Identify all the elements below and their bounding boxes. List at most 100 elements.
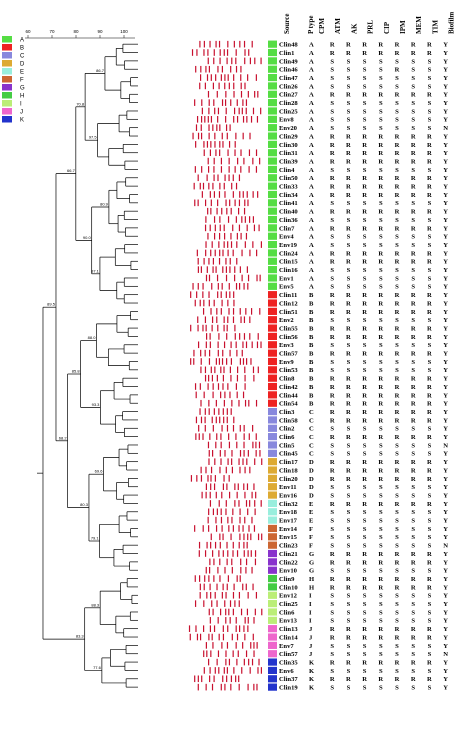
- table-row: Env14 F S S S S S S S Y: [279, 526, 448, 533]
- resistance-value: R: [362, 292, 367, 299]
- resistance-value: Y: [443, 534, 448, 541]
- resistance-value: S: [428, 100, 432, 107]
- pulsotype: D: [309, 459, 314, 466]
- resistance-value: S: [395, 234, 399, 241]
- resistance-value: R: [395, 376, 400, 383]
- pulsotype: B: [309, 351, 314, 358]
- resistance-value: S: [363, 685, 367, 692]
- resistance-value: R: [330, 42, 335, 49]
- resistance-value: S: [330, 543, 334, 550]
- resistance-value: Y: [443, 351, 448, 358]
- resistance-value: R: [427, 551, 432, 558]
- resistance-value: R: [411, 576, 416, 583]
- table-row: Env15 F S S S S S S S Y: [279, 534, 448, 541]
- resistance-value: S: [330, 284, 334, 291]
- resistance-value: R: [395, 392, 400, 399]
- resistance-value: S: [379, 317, 383, 324]
- resistance-value: S: [347, 484, 351, 491]
- resistance-value: R: [362, 576, 367, 583]
- table-row: Clin48 A R R R R R R R Y: [279, 42, 448, 49]
- resistance-value: S: [395, 367, 399, 374]
- resistance-value: S: [428, 609, 432, 616]
- table-row: Clin16 A S S S S S S S Y: [279, 267, 448, 274]
- resistance-value: R: [330, 551, 335, 558]
- resistance-value: R: [346, 392, 351, 399]
- resistance-value: R: [411, 501, 416, 508]
- node-similarity-label: 80.3: [80, 502, 89, 507]
- resistance-value: R: [411, 259, 416, 266]
- resistance-value: Y: [443, 376, 448, 383]
- column-header: CIP: [383, 21, 391, 34]
- resistance-value: R: [346, 501, 351, 508]
- resistance-value: R: [427, 351, 432, 358]
- isolate-source: Clin23: [279, 543, 298, 550]
- resistance-value: R: [346, 584, 351, 591]
- isolate-source: Clin37: [279, 676, 298, 683]
- legend-swatch: [2, 44, 12, 51]
- resistance-value: S: [347, 234, 351, 241]
- resistance-value: S: [330, 117, 334, 124]
- resistance-value: S: [330, 108, 334, 115]
- resistance-value: S: [428, 200, 432, 207]
- resistance-value: S: [363, 217, 367, 224]
- pulsotype-swatch: [268, 483, 277, 491]
- isolate-source: Env5: [279, 284, 294, 291]
- table-row: Clin23 F S S S S S S S N: [279, 543, 448, 550]
- resistance-value: Y: [443, 559, 448, 566]
- table-row: Env20 A S S S S S S S N: [279, 125, 448, 132]
- resistance-value: S: [428, 367, 432, 374]
- isolate-source: Clin47: [279, 75, 298, 82]
- resistance-value: S: [411, 618, 415, 625]
- resistance-value: Y: [443, 225, 448, 232]
- resistance-value: R: [362, 259, 367, 266]
- resistance-value: S: [411, 568, 415, 575]
- resistance-value: Y: [443, 434, 448, 441]
- resistance-value: S: [347, 58, 351, 65]
- resistance-value: Y: [443, 609, 448, 616]
- resistance-value: S: [363, 359, 367, 366]
- resistance-value: R: [362, 209, 367, 216]
- isolate-source: Env20: [279, 125, 298, 132]
- resistance-value: Y: [443, 209, 448, 216]
- resistance-value: R: [427, 384, 432, 391]
- resistance-value: R: [378, 659, 383, 666]
- resistance-value: S: [379, 242, 383, 249]
- pulsotype: C: [309, 417, 314, 424]
- resistance-value: Y: [443, 492, 448, 499]
- resistance-value: S: [347, 125, 351, 132]
- resistance-value: S: [347, 200, 351, 207]
- resistance-value: Y: [443, 392, 448, 399]
- resistance-value: S: [363, 83, 367, 90]
- table-row: Env6 K S S S S S S S Y: [279, 668, 448, 675]
- resistance-value: R: [427, 309, 432, 316]
- resistance-value: S: [411, 125, 415, 132]
- resistance-value: S: [330, 58, 334, 65]
- resistance-value: S: [379, 67, 383, 74]
- pulsotype: A: [309, 167, 314, 174]
- resistance-value: R: [411, 250, 416, 257]
- resistance-value: Y: [443, 92, 448, 99]
- resistance-value: R: [330, 209, 335, 216]
- resistance-value: S: [363, 426, 367, 433]
- isolate-source: Clin1: [279, 50, 294, 57]
- pulsotype-swatch: [268, 675, 277, 683]
- isolate-source: Clin6: [279, 609, 295, 616]
- resistance-value: S: [379, 526, 383, 533]
- resistance-value: S: [379, 451, 383, 458]
- resistance-value: R: [330, 659, 335, 666]
- resistance-value: S: [428, 426, 432, 433]
- resistance-value: R: [378, 376, 383, 383]
- resistance-value: S: [428, 359, 432, 366]
- resistance-value: R: [378, 192, 383, 199]
- column-header: ATM: [334, 18, 342, 34]
- resistance-value: R: [378, 409, 383, 416]
- resistance-value: R: [346, 133, 351, 140]
- resistance-value: R: [427, 434, 432, 441]
- resistance-value: S: [411, 668, 415, 675]
- isolate-source: Env1: [279, 275, 294, 282]
- pulsotype-swatch: [268, 399, 277, 407]
- resistance-value: R: [346, 209, 351, 216]
- resistance-value: S: [330, 426, 334, 433]
- resistance-value: R: [362, 334, 367, 341]
- resistance-value: R: [378, 351, 383, 358]
